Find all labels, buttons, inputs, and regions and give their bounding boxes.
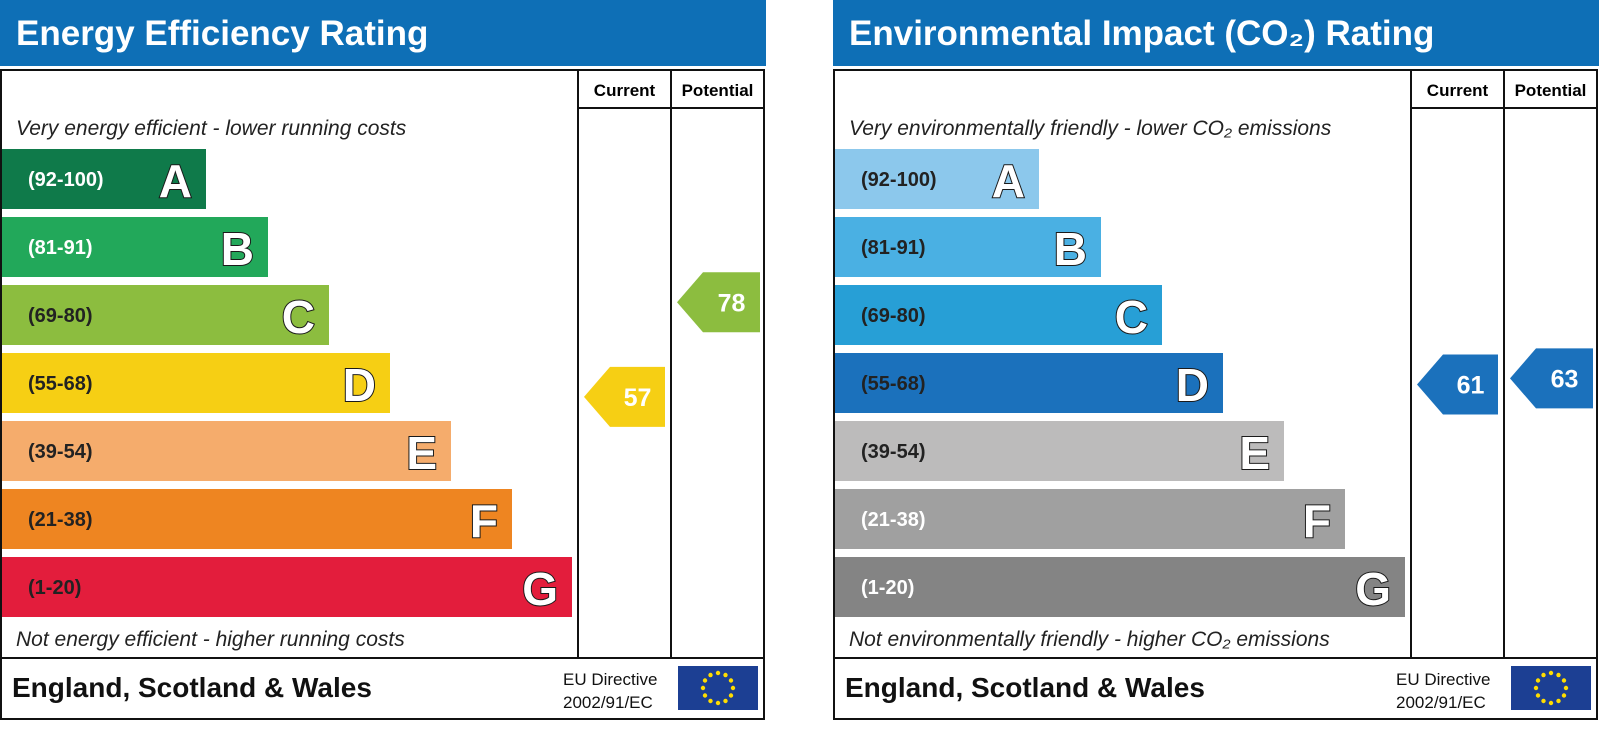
band-b-bar [2, 217, 268, 277]
band-e-range: (39-54) [28, 441, 92, 463]
current-rating-value: 61 [1457, 372, 1485, 400]
band-e-bar [835, 421, 1284, 481]
bottom-description: Not environmentally friendly - higher CO… [849, 628, 1330, 651]
eu-flag-star [723, 698, 728, 704]
band-d-bar [835, 353, 1223, 413]
eu-flag-star [702, 693, 708, 698]
band-g-letter: G [522, 563, 558, 615]
band-g-range: (1-20) [861, 577, 914, 599]
band-d-letter: D [1176, 359, 1209, 411]
band-e-bar [2, 421, 451, 481]
band-f-letter: F [1303, 495, 1331, 547]
energy-efficiency-svg: Energy Efficiency Rating Current Potential… [0, 0, 766, 720]
band-g-letter: G [1355, 563, 1391, 615]
band-c-range: (69-80) [28, 305, 92, 327]
eu-flag-star [715, 670, 721, 676]
eu-flag-star [728, 693, 734, 698]
band-f-letter: F [470, 495, 498, 547]
potential-rating-value: 63 [1551, 365, 1579, 393]
current-column-header: Current [594, 81, 656, 100]
eu-flag-star [1541, 698, 1546, 704]
eu-flag-star [1535, 678, 1541, 683]
eu-flag-star [700, 685, 706, 691]
potential-column-header: Potential [682, 81, 754, 100]
eu-flag-star [1541, 672, 1546, 678]
chart-title: Environmental Impact (CO₂) Rating [849, 14, 1434, 53]
potential-rating-arrow [1510, 348, 1593, 409]
energy-efficiency-chart: Energy Efficiency Rating Current Potential… [0, 0, 766, 720]
band-c-bar [2, 285, 329, 345]
eu-flag-star [1556, 698, 1561, 704]
band-g-bar [2, 557, 572, 617]
band-c-letter: C [282, 291, 315, 343]
band-b-range: (81-91) [861, 237, 925, 259]
potential-rating-arrow [677, 272, 760, 333]
band-a-range: (92-100) [28, 169, 104, 191]
band-b-letter: B [221, 223, 254, 275]
current-rating-arrow [584, 366, 665, 427]
band-f-range: (21-38) [861, 509, 925, 531]
potential-column-header: Potential [1515, 81, 1587, 100]
eu-directive-label: EU Directive [563, 670, 657, 689]
band-a-letter: A [159, 155, 192, 207]
band-d-range: (55-68) [28, 373, 92, 395]
eu-flag-star [730, 685, 736, 691]
eu-flag-star [1548, 670, 1554, 676]
eu-directive-number: 2002/91/EC [563, 693, 653, 712]
bottom-description: Not energy efficient - higher running co… [16, 628, 405, 651]
band-c-bar [835, 285, 1162, 345]
band-e-letter: E [406, 427, 437, 479]
current-column-header: Current [1427, 81, 1489, 100]
band-e-letter: E [1239, 427, 1270, 479]
band-d-letter: D [343, 359, 376, 411]
band-f-bar [835, 489, 1345, 549]
footer-region: England, Scotland & Wales [845, 672, 1205, 703]
title-bar [0, 0, 766, 66]
eu-flag-star [1561, 678, 1567, 683]
top-description: Very environmentally friendly - lower CO… [849, 117, 1332, 140]
band-f-range: (21-38) [28, 509, 92, 531]
band-b-bar [835, 217, 1101, 277]
band-g-bar [835, 557, 1405, 617]
footer-region: England, Scotland & Wales [12, 672, 372, 703]
band-f-bar [2, 489, 512, 549]
eu-flag-star [702, 678, 708, 683]
band-a-bar [835, 149, 1039, 209]
band-a-range: (92-100) [861, 169, 937, 191]
current-rating-value: 57 [624, 384, 652, 412]
band-d-bar [2, 353, 390, 413]
eu-flag-star [708, 672, 713, 678]
eu-flag-star [1556, 672, 1561, 678]
potential-rating-value: 78 [718, 289, 746, 317]
eu-flag-star [715, 700, 721, 706]
eu-flag-star [1533, 685, 1539, 691]
eu-flag-star [723, 672, 728, 678]
current-rating-arrow [1417, 354, 1498, 415]
eu-flag-star [728, 678, 734, 683]
band-d-range: (55-68) [861, 373, 925, 395]
band-a-bar [2, 149, 206, 209]
chart-title: Energy Efficiency Rating [16, 14, 428, 53]
environmental-impact-chart: Environmental Impact (CO₂) Rating Current… [833, 0, 1599, 720]
band-c-letter: C [1115, 291, 1148, 343]
band-g-range: (1-20) [28, 577, 81, 599]
band-b-letter: B [1054, 223, 1087, 275]
eu-flag-star [1563, 685, 1569, 691]
eu-flag-star [1548, 700, 1554, 706]
eu-flag-star [708, 698, 713, 704]
band-a-letter: A [992, 155, 1025, 207]
environmental-impact-svg: Environmental Impact (CO₂) Rating Current… [833, 0, 1599, 720]
eu-directive-label: EU Directive [1396, 670, 1490, 689]
eu-flag-star [1535, 693, 1541, 698]
band-c-range: (69-80) [861, 305, 925, 327]
eu-directive-number: 2002/91/EC [1396, 693, 1486, 712]
top-description: Very energy efficient - lower running co… [16, 117, 407, 140]
title-bar [833, 0, 1599, 66]
band-e-range: (39-54) [861, 441, 925, 463]
band-b-range: (81-91) [28, 237, 92, 259]
eu-flag-star [1561, 693, 1567, 698]
